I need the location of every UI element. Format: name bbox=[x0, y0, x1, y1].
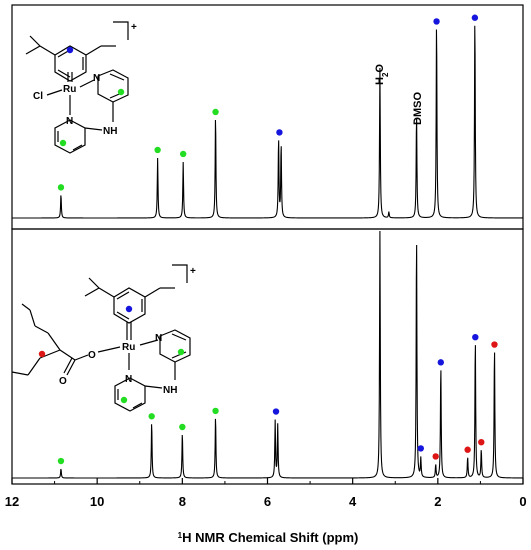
top-marker-green-3 bbox=[212, 108, 219, 116]
top-n1-label: N bbox=[93, 73, 100, 84]
bottom-marker-green-2 bbox=[179, 423, 186, 431]
bottom-marker-red-8 bbox=[464, 446, 471, 453]
x-tick-label-8: 8 bbox=[179, 494, 186, 509]
top-ru-label: Ru bbox=[63, 84, 76, 95]
top-peak-markers bbox=[57, 14, 479, 191]
bottom-marker-green-1 bbox=[148, 413, 155, 420]
top-spectrum bbox=[12, 25, 523, 219]
bottom-marker-red-11 bbox=[491, 341, 498, 348]
bottom-marker-blue-4 bbox=[272, 408, 280, 415]
water-sub: 2 bbox=[381, 72, 390, 77]
water-h: H bbox=[374, 77, 386, 85]
top-marker-green-2 bbox=[179, 150, 187, 158]
top-structure-blue-dot bbox=[66, 46, 74, 54]
x-axis-title-text: H NMR Chemical Shift (ppm) bbox=[182, 530, 358, 545]
bottom-nh-label: NH bbox=[163, 385, 177, 396]
x-axis: 12 10 8 6 4 2 0 bbox=[5, 478, 527, 509]
bottom-marker-blue-9 bbox=[472, 333, 479, 341]
x-tick-label-10: 10 bbox=[90, 494, 104, 509]
bottom-marker-red-10 bbox=[478, 439, 485, 446]
top-nh-label: NH bbox=[103, 126, 117, 137]
svg-text:H2O: H2O bbox=[374, 64, 390, 85]
top-marker-blue-6 bbox=[471, 14, 479, 21]
bottom-n2-label: N bbox=[125, 374, 132, 385]
bottom-structure-red-dot bbox=[38, 350, 46, 358]
bottom-structure-green-dot-1 bbox=[177, 348, 185, 356]
x-axis-title: 1H NMR Chemical Shift (ppm) bbox=[178, 530, 359, 545]
bottom-ru-label: Ru bbox=[122, 342, 135, 353]
bottom-marker-green-3 bbox=[212, 407, 219, 415]
bottom-marker-green-0 bbox=[57, 457, 65, 465]
bottom-structure-green-dot-2 bbox=[120, 396, 128, 404]
bottom-structure-blue-dot bbox=[125, 305, 133, 313]
top-structure-green-dot-1 bbox=[117, 88, 125, 96]
x-tick-label-0: 0 bbox=[519, 494, 526, 509]
bottom-spectrum-line bbox=[12, 230, 523, 479]
x-tick-label-2: 2 bbox=[434, 494, 441, 509]
bottom-marker-blue-5 bbox=[417, 445, 424, 452]
water-o: O bbox=[374, 64, 386, 73]
x-axis-title-sup: 1 bbox=[178, 531, 183, 540]
top-marker-green-1 bbox=[154, 146, 161, 154]
bottom-o1-label: O bbox=[88, 350, 96, 361]
bottom-charge: + bbox=[190, 266, 196, 277]
dmso-annotation: DMSO bbox=[412, 92, 424, 125]
dmso-label: DMSO bbox=[412, 92, 424, 125]
x-tick-label-12: 12 bbox=[5, 494, 19, 509]
top-n2-label: N bbox=[66, 116, 73, 127]
bottom-structure: + Ru O O N N NH bbox=[11, 264, 196, 412]
top-spectrum-line bbox=[12, 25, 523, 219]
top-structure-green-dot-2 bbox=[59, 139, 67, 147]
water-annotation: H2O bbox=[374, 64, 390, 85]
bottom-peak-markers bbox=[57, 333, 498, 465]
bottom-marker-red-6 bbox=[432, 453, 439, 460]
bottom-spectrum bbox=[12, 230, 523, 479]
bottom-marker-blue-7 bbox=[437, 359, 445, 366]
x-tick-label-6: 6 bbox=[264, 494, 271, 509]
top-panel-frame bbox=[11, 4, 524, 230]
top-marker-blue-4 bbox=[276, 129, 283, 136]
x-tick-label-4: 4 bbox=[349, 494, 357, 509]
bottom-o2-label: O bbox=[59, 376, 67, 387]
top-marker-blue-5 bbox=[433, 18, 440, 25]
top-charge: + bbox=[131, 22, 137, 33]
top-structure: + Ru Cl N N NH bbox=[25, 21, 137, 154]
bottom-n1-label: N bbox=[155, 333, 162, 344]
top-marker-green-0 bbox=[57, 184, 65, 191]
top-cl-label: Cl bbox=[33, 91, 43, 102]
